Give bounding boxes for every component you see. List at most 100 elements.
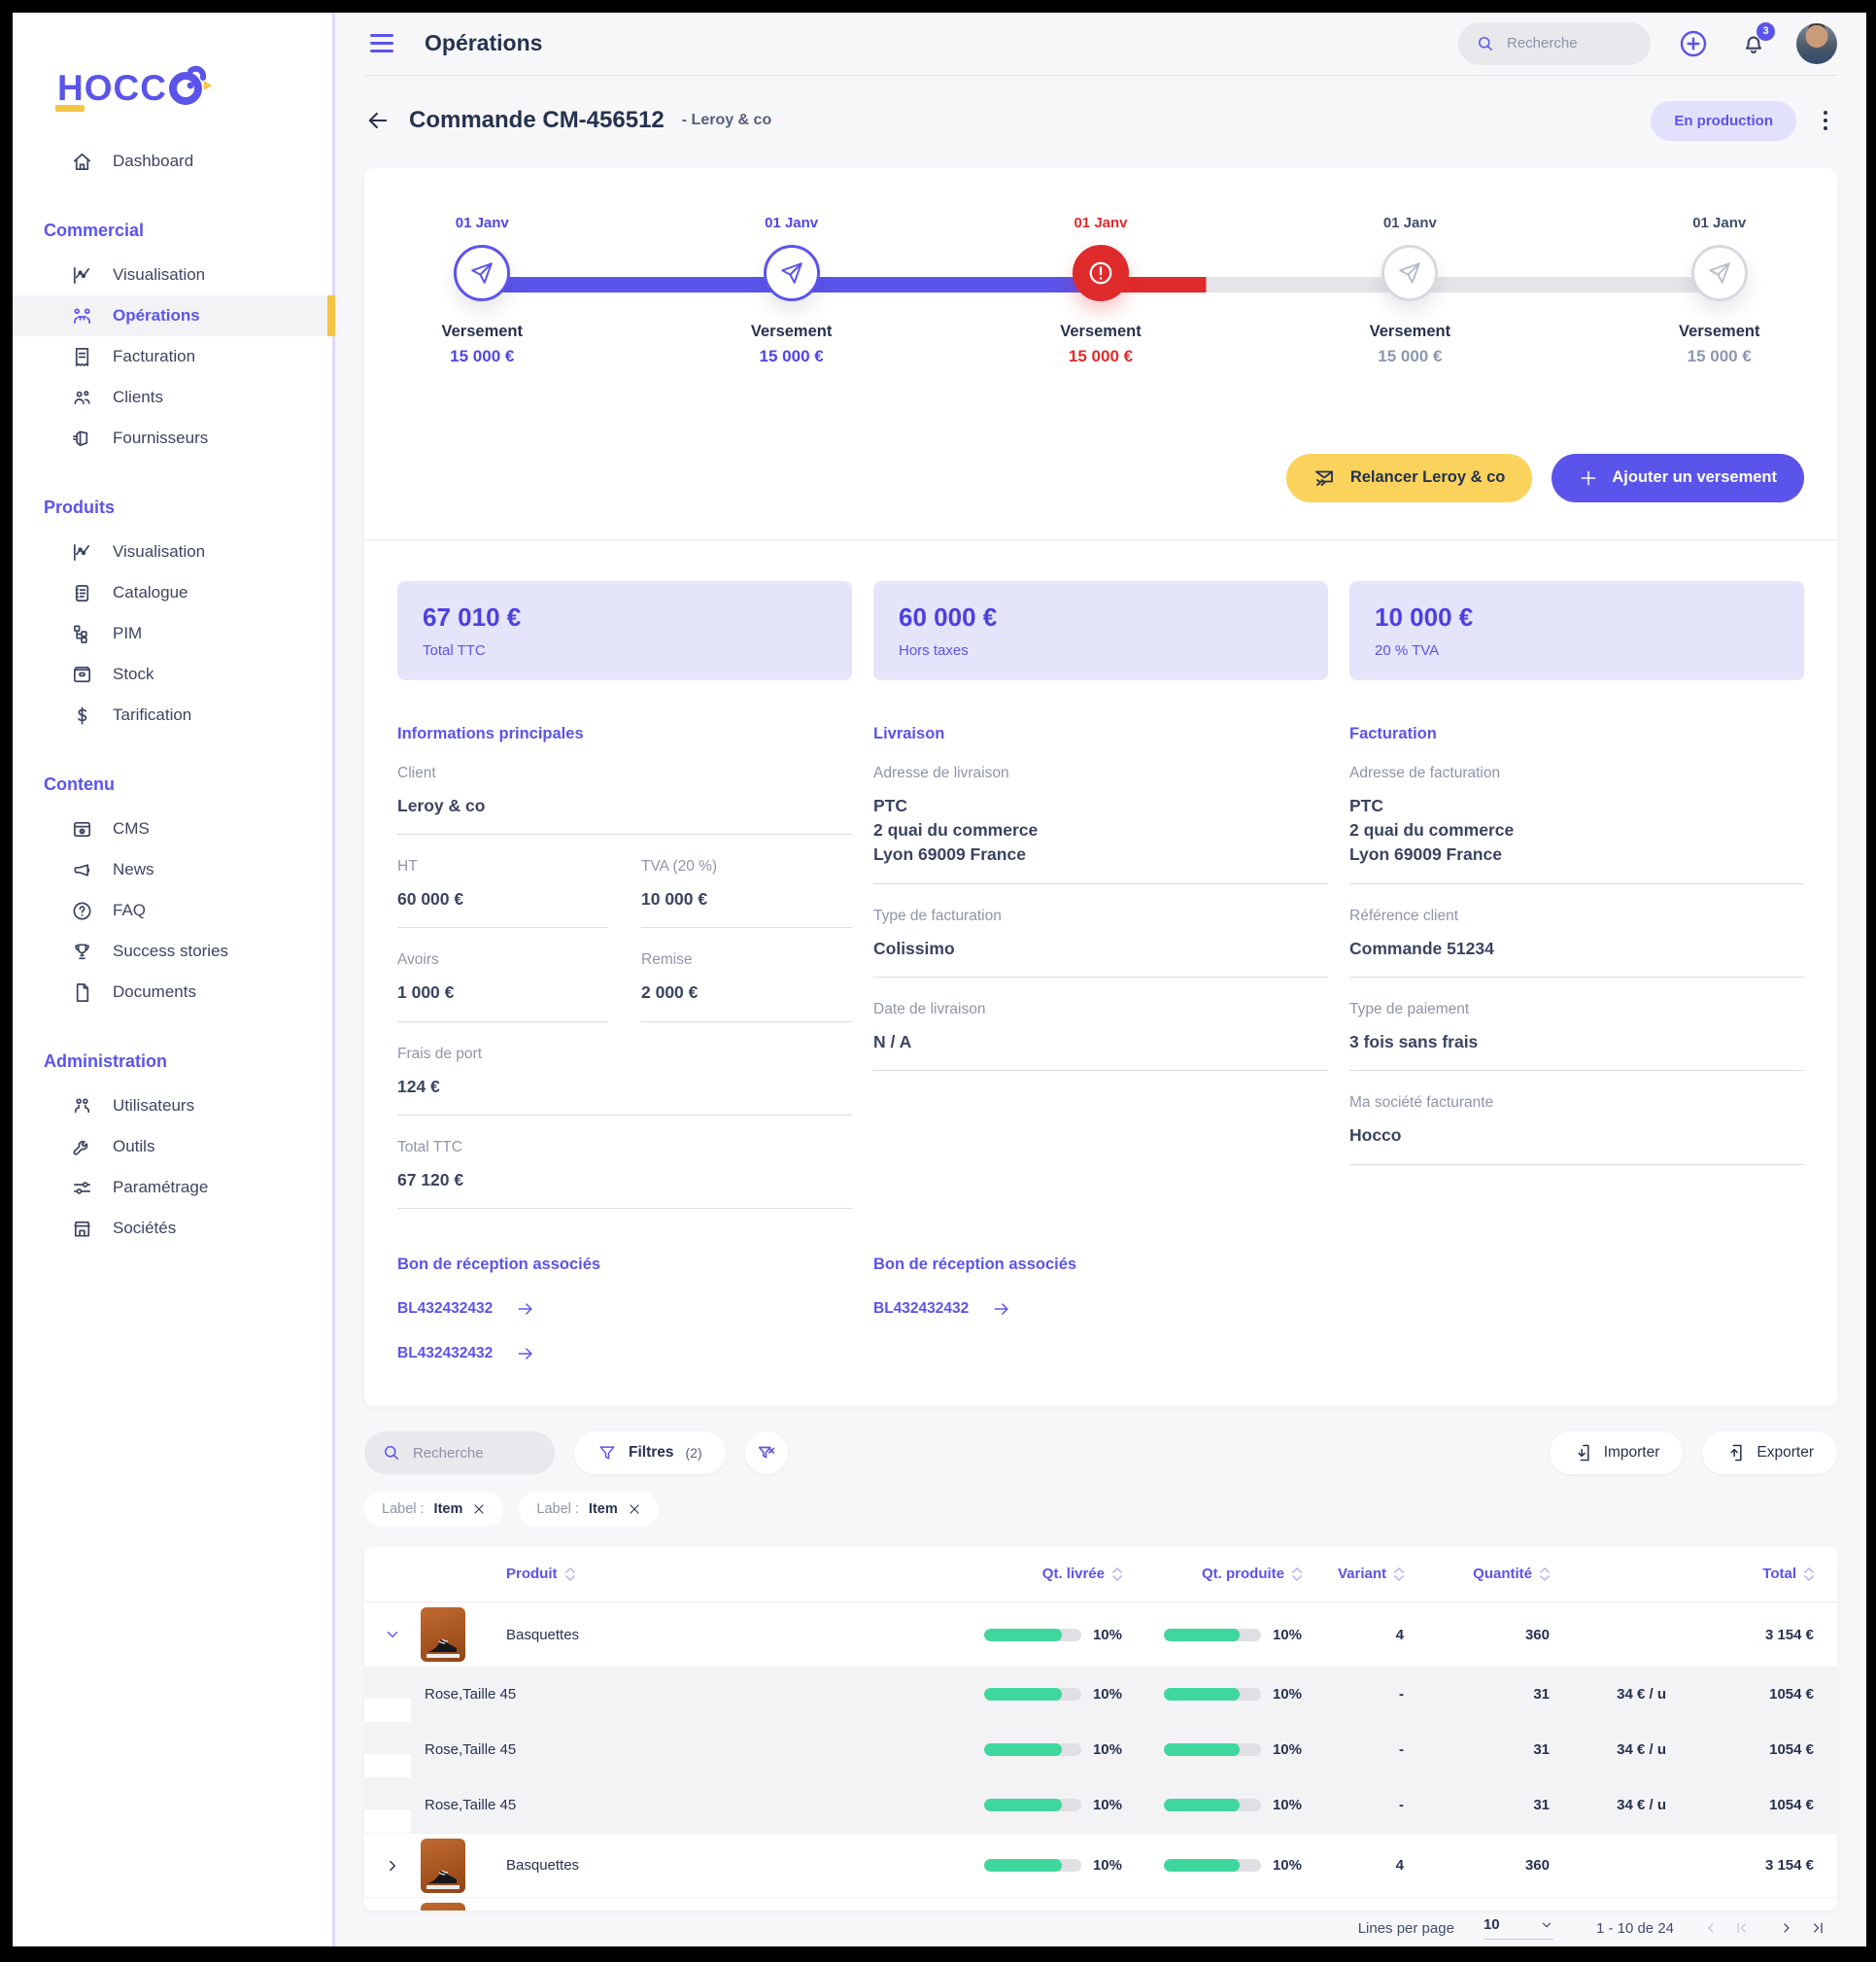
first-page-button[interactable] [1734,1920,1750,1936]
more-options-button[interactable] [1814,105,1837,136]
ht-field: HT 60 000 € [397,858,608,929]
chevron-down-icon[interactable] [364,1626,421,1643]
logo-mascot-icon [168,65,212,105]
payment-error-icon[interactable] [1073,244,1129,301]
bl-link[interactable]: BL432432432 [397,1299,852,1319]
col-total[interactable]: Total [1666,1566,1814,1582]
prev-page-button[interactable] [1703,1920,1719,1936]
payment-pending-icon[interactable] [1381,244,1439,301]
section-divider [364,538,1837,540]
menu-toggle-icon[interactable] [370,34,393,53]
bons-group-2: Bon de réception associés BL432432432 [873,1256,1328,1363]
progress-livree [983,1799,1081,1812]
filters-button[interactable]: Filtres (2) [574,1431,726,1475]
col-qt-livree[interactable]: Qt. livrée [942,1566,1122,1582]
col-produit[interactable]: Produit [493,1566,942,1582]
hierarchy-icon [73,624,87,643]
table-subrow[interactable]: Rose,Taille 45 10% 10% - 31 34 € / u 105… [364,1777,1837,1834]
relancer-button[interactable]: Relancer Leroy & co [1285,453,1533,502]
informations-principales-section: Informations principales Client Leroy & … [397,725,852,1233]
sort-icon [1804,1567,1814,1581]
sidebar-item-fournisseurs[interactable]: Fournisseurs [13,418,332,459]
adresse-livraison-field: Adresse de livraison PTC 2 quai du comme… [873,765,1328,884]
notifications-button[interactable]: 3 [1736,21,1775,61]
type-facturation-field: Type de facturation Colissimo [873,908,1328,979]
sidebar-item-visualisation-commercial[interactable]: Visualisation [13,255,332,295]
progress-produite [1163,1628,1261,1641]
dollar-icon [78,706,87,725]
mail-send-icon [1314,470,1333,486]
back-button[interactable] [364,107,392,134]
sidebar-item-tarification[interactable]: Tarification [13,695,332,736]
table-subrow[interactable]: Rose,Taille 45 10% 10% - 31 34 € / u 105… [364,1722,1837,1778]
global-search-input[interactable] [1507,35,1623,52]
sidebar-item-documents[interactable]: Documents [13,972,332,1013]
table-subrow[interactable]: Rose,Taille 45 10% 10% - 31 34 € / u 105… [364,1667,1837,1723]
arrow-right-icon [994,1303,1008,1316]
next-page-button[interactable] [1779,1920,1794,1936]
hocco-logo[interactable]: HOCC [13,13,332,112]
type-paiement-field: Type de paiement 3 fois sans frais [1349,1001,1804,1072]
sidebar-nav: Dashboard Commercial Visualisation Opéra… [13,106,335,1249]
table-search-input[interactable] [413,1444,520,1462]
last-page-button[interactable] [1810,1920,1825,1936]
plus-icon [1581,470,1596,485]
order-detail-card: 01 Janv Versement 15 000 € 01 Janv Verse… [364,167,1837,1407]
logo-underline [55,105,85,112]
payment-pending-icon[interactable] [1690,244,1748,301]
date-livraison-field: Date de livraison N / A [873,1001,1328,1072]
sidebar-item-utilisateurs[interactable]: Utilisateurs [13,1085,332,1126]
lines-per-page-select[interactable]: 10 [1483,1916,1553,1941]
table-search[interactable] [364,1431,555,1475]
sidebar-item-catalogue[interactable]: Catalogue [13,572,332,613]
sidebar-item-outils[interactable]: Outils [13,1126,332,1167]
add-button[interactable] [1676,26,1711,61]
bell-icon [1745,36,1762,53]
sidebar-item-societes[interactable]: Sociétés [13,1208,332,1249]
sliders-icon [73,1181,91,1194]
ajouter-versement-button[interactable]: Ajouter un versement [1552,453,1804,502]
sidebar-item-success-stories[interactable]: Success stories [13,931,332,972]
payment-sent-icon[interactable] [454,244,511,301]
sidebar-item-operations[interactable]: Opérations [13,295,335,336]
filter-chip[interactable]: Label : Item [364,1492,504,1528]
sidebar-item-news[interactable]: News [13,849,332,890]
products-table: Produit Qt. livrée Qt. produite Variant … [364,1546,1837,1910]
import-button[interactable]: Importer [1549,1431,1684,1475]
topbar: Opérations 3 [364,13,1837,76]
sidebar-item-clients[interactable]: Clients [13,377,332,418]
table-header: Produit Qt. livrée Qt. produite Variant … [364,1546,1837,1603]
col-qt-produite[interactable]: Qt. produite [1122,1566,1302,1582]
sort-icon [1292,1567,1302,1581]
col-quantite[interactable]: Quantité [1404,1566,1550,1582]
sidebar-item-dashboard[interactable]: Dashboard [13,141,332,182]
close-icon[interactable] [472,1502,486,1516]
table-row[interactable]: Basquettes 10% 10% 4 360 3 154 € [364,1833,1837,1898]
table-row[interactable]: Basquettes 10% 10% 4 360 3 154 € [364,1602,1837,1668]
payment-sent-icon[interactable] [763,244,820,301]
facturation-section: Facturation Adresse de facturation PTC 2… [1349,725,1804,1233]
logo-text: HOCC [55,70,167,112]
chevron-right-icon[interactable] [364,1857,421,1875]
close-icon[interactable] [628,1502,641,1516]
main-area: Opérations 3 Commande CM-4565 [335,13,1866,1946]
sidebar-item-parametrage[interactable]: Paramétrage [13,1167,332,1208]
sidebar-item-facturation[interactable]: Facturation [13,336,332,377]
sidebar-item-pim[interactable]: PIM [13,613,332,654]
sidebar-item-faq[interactable]: FAQ [13,890,332,931]
sort-icon [1394,1567,1404,1581]
frais-de-port-field: Frais de port 124 € [397,1046,852,1117]
user-avatar[interactable] [1796,22,1837,64]
export-button[interactable]: Exporter [1702,1431,1837,1475]
table-row[interactable]: Basquettes 10% 10% 4 360 3 154 € [364,1897,1837,1910]
bl-link[interactable]: BL432432432 [397,1344,852,1363]
sidebar-item-stock[interactable]: Stock [13,654,332,695]
sidebar-item-cms[interactable]: CMS [13,809,332,849]
sidebar-item-visualisation-produits[interactable]: Visualisation [13,532,332,572]
filter-chip[interactable]: Label : Item [519,1492,659,1528]
col-variant[interactable]: Variant [1302,1566,1404,1582]
bl-link[interactable]: BL432432432 [873,1299,1328,1319]
clear-filters-button[interactable] [744,1431,788,1475]
bons-group-1: Bon de réception associés BL432432432 BL… [397,1256,852,1363]
global-search[interactable] [1458,21,1651,65]
